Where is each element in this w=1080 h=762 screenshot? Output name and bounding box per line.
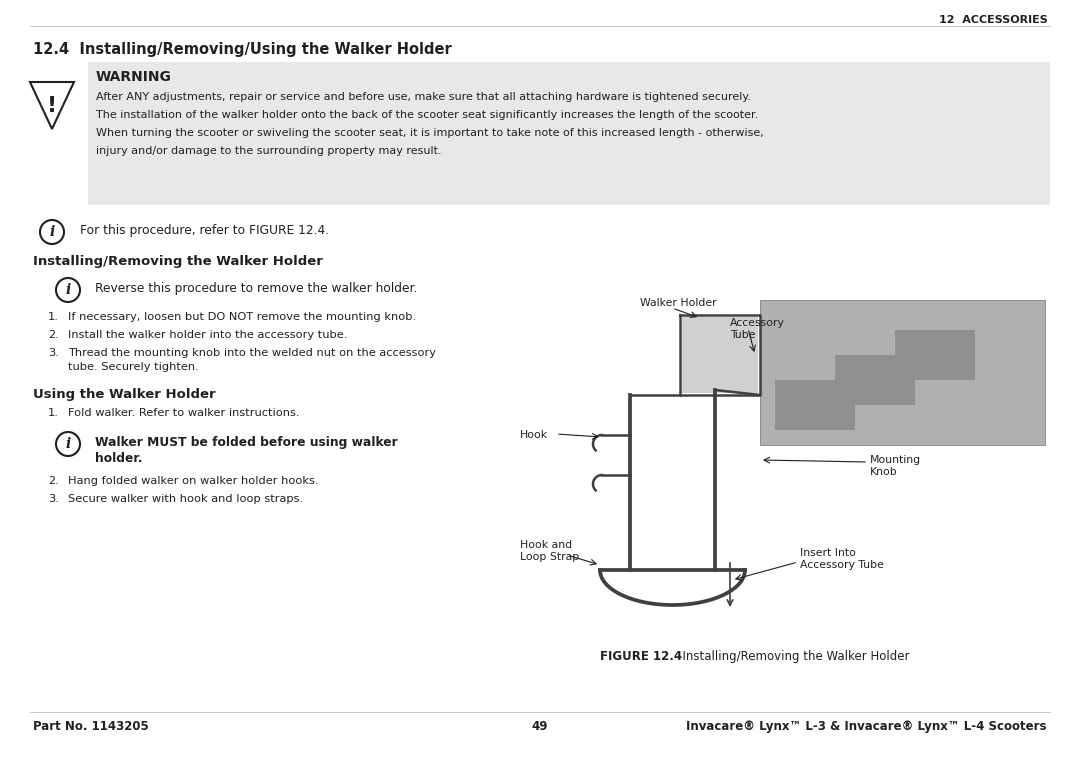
Text: 3.: 3. <box>48 494 59 504</box>
Text: i: i <box>50 225 55 239</box>
Text: i: i <box>66 437 70 451</box>
Text: After ANY adjustments, repair or service and before use, make sure that all atta: After ANY adjustments, repair or service… <box>96 92 751 102</box>
FancyBboxPatch shape <box>760 300 1045 445</box>
Text: Installing/Removing the Walker Holder: Installing/Removing the Walker Holder <box>33 255 323 268</box>
Text: FIGURE 12.4: FIGURE 12.4 <box>600 650 683 663</box>
Text: Fold walker. Refer to walker instructions.: Fold walker. Refer to walker instruction… <box>68 408 299 418</box>
Polygon shape <box>30 82 75 129</box>
Text: Reverse this procedure to remove the walker holder.: Reverse this procedure to remove the wal… <box>95 282 417 295</box>
Text: Walker Holder: Walker Holder <box>640 298 717 308</box>
Circle shape <box>40 220 64 244</box>
FancyBboxPatch shape <box>87 62 1050 205</box>
FancyBboxPatch shape <box>775 380 855 430</box>
Text: Insert Into
Accessory Tube: Insert Into Accessory Tube <box>800 548 883 570</box>
Text: Invacare® Lynx™ L-3 & Invacare® Lynx™ L-4 Scooters: Invacare® Lynx™ L-3 & Invacare® Lynx™ L-… <box>687 720 1047 733</box>
Text: The installation of the walker holder onto the back of the scooter seat signific: The installation of the walker holder on… <box>96 110 758 120</box>
Text: 12  ACCESSORIES: 12 ACCESSORIES <box>940 15 1048 25</box>
Text: 3.: 3. <box>48 348 59 358</box>
Text: 2.: 2. <box>48 330 58 340</box>
Text: If necessary, loosen but DO NOT remove the mounting knob.: If necessary, loosen but DO NOT remove t… <box>68 312 416 322</box>
Text: 12.4  Installing/Removing/Using the Walker Holder: 12.4 Installing/Removing/Using the Walke… <box>33 42 451 57</box>
Text: Secure walker with hook and loop straps.: Secure walker with hook and loop straps. <box>68 494 303 504</box>
Text: tube. Securely tighten.: tube. Securely tighten. <box>68 362 199 372</box>
FancyBboxPatch shape <box>895 330 975 380</box>
Text: Accessory
Tube: Accessory Tube <box>730 318 785 340</box>
Text: 49: 49 <box>531 720 549 733</box>
Text: WARNING: WARNING <box>96 70 172 84</box>
Text: Thread the mounting knob into the welded nut on the accessory: Thread the mounting knob into the welded… <box>68 348 436 358</box>
FancyBboxPatch shape <box>835 355 915 405</box>
FancyBboxPatch shape <box>681 317 758 393</box>
Text: !: ! <box>46 96 57 116</box>
Text: Hook and
Loop Strap: Hook and Loop Strap <box>519 540 579 562</box>
Text: Install the walker holder into the accessory tube.: Install the walker holder into the acces… <box>68 330 348 340</box>
Text: 2.: 2. <box>48 476 58 486</box>
Circle shape <box>56 278 80 302</box>
Text: holder.: holder. <box>95 452 143 465</box>
Text: When turning the scooter or swiveling the scooter seat, it is important to take : When turning the scooter or swiveling th… <box>96 128 764 138</box>
Text: Mounting
Knob: Mounting Knob <box>870 455 921 476</box>
Circle shape <box>56 432 80 456</box>
Text: Part No. 1143205: Part No. 1143205 <box>33 720 149 733</box>
Text: Walker MUST be folded before using walker: Walker MUST be folded before using walke… <box>95 436 397 449</box>
Text: Installing/Removing the Walker Holder: Installing/Removing the Walker Holder <box>675 650 909 663</box>
Text: Hook: Hook <box>519 430 549 440</box>
Text: injury and/or damage to the surrounding property may result.: injury and/or damage to the surrounding … <box>96 146 442 156</box>
Text: i: i <box>66 283 70 297</box>
Text: 1.: 1. <box>48 408 59 418</box>
Text: Hang folded walker on walker holder hooks.: Hang folded walker on walker holder hook… <box>68 476 319 486</box>
Text: Using the Walker Holder: Using the Walker Holder <box>33 388 216 401</box>
Text: For this procedure, refer to FIGURE 12.4.: For this procedure, refer to FIGURE 12.4… <box>80 224 329 237</box>
Text: 1.: 1. <box>48 312 59 322</box>
